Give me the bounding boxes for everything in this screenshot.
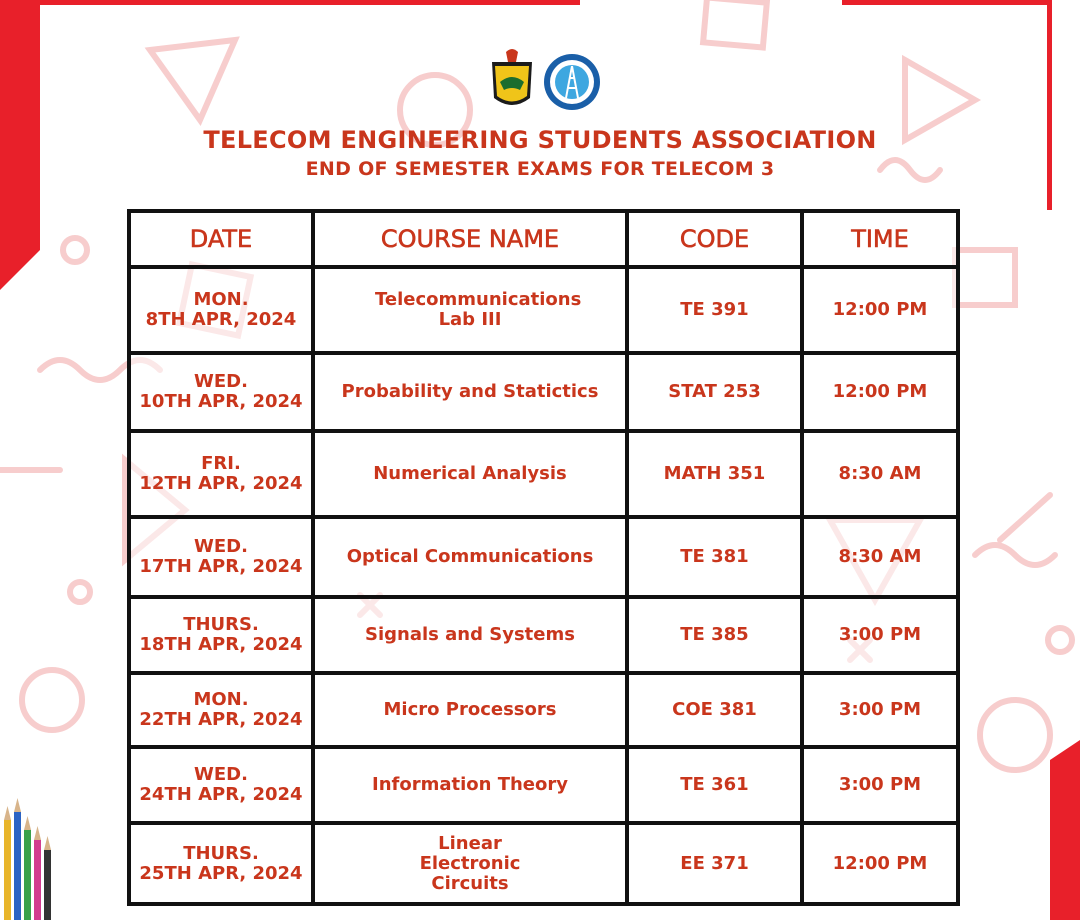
red-bar-top	[40, 0, 580, 5]
red-corner-left	[0, 0, 40, 290]
bg-line	[997, 492, 1053, 543]
date-label: 12TH APR, 2024	[139, 473, 303, 494]
course-name-cell: Optical Communications	[311, 515, 629, 599]
course-name-cell: Numerical Analysis	[311, 429, 629, 519]
red-bar-right	[1047, 0, 1052, 210]
bg-square	[699, 0, 771, 51]
time-cell: 12:00 PM	[800, 351, 960, 433]
bg-triangle	[902, 54, 982, 146]
table-header-row: DATE COURSE NAME CODE TIME	[127, 209, 960, 269]
association-logos	[492, 49, 600, 110]
association-title: TELECOM ENGINEERING STUDENTS ASSOCIATION	[203, 126, 877, 154]
code-cell: COE 381	[625, 671, 804, 749]
day-label: MON.	[193, 689, 249, 710]
date-label: 25TH APR, 2024	[139, 862, 303, 884]
course-name-cell: Linear Electronic Circuits	[311, 821, 629, 906]
bg-circle	[19, 667, 85, 733]
date-cell: FRI. 12TH APR, 2024	[127, 429, 315, 519]
bg-square	[952, 247, 1018, 308]
column-header-course-name: COURSE NAME	[311, 209, 629, 269]
day-label: MON.	[193, 289, 249, 310]
code-cell: EE 371	[625, 821, 804, 906]
time-cell: 8:30 AM	[800, 515, 960, 599]
table-row: FRI. 12TH APR, 2024 Numerical Analysis MA…	[127, 429, 960, 519]
date-cell: MON. 8TH APR, 2024	[127, 265, 315, 355]
bg-circle	[60, 235, 90, 265]
table-row: WED. 24TH APR, 2024 Information Theory TE…	[127, 745, 960, 825]
course-name-cell: Probability and Statictics	[311, 351, 629, 433]
time-cell: 3:00 PM	[800, 745, 960, 825]
course-name-cell: Information Theory	[311, 745, 629, 825]
day-label: WED.	[194, 371, 248, 392]
university-crest-logo	[492, 49, 532, 105]
day-label: THURS.	[183, 842, 259, 864]
course-name-cell: Telecommunications Lab III	[311, 265, 629, 355]
table-row: WED. 17TH APR, 2024 Optical Communication…	[127, 515, 960, 599]
table-row: WED. 10TH APR, 2024 Probability and Stati…	[127, 351, 960, 433]
table-row: THURS. 25TH APR, 2024 Linear Electronic C…	[127, 821, 960, 906]
date-cell: WED. 17TH APR, 2024	[127, 515, 315, 599]
date-label: 17TH APR, 2024	[139, 556, 303, 577]
column-header-time: TIME	[800, 209, 960, 269]
bg-circle	[977, 697, 1053, 773]
day-label: FRI.	[201, 453, 241, 474]
bg-triangle	[144, 36, 240, 127]
course-name-cell: Signals and Systems	[311, 595, 629, 675]
code-cell: STAT 253	[625, 351, 804, 433]
column-header-code: CODE	[625, 209, 804, 269]
code-cell: TE 361	[625, 745, 804, 825]
bg-circle	[1045, 625, 1075, 655]
bg-circle	[67, 579, 93, 605]
bg-squiggle	[877, 157, 943, 183]
exam-subtitle: END OF SEMESTER EXAMS FOR TELECOM 3	[305, 158, 775, 180]
table-row: MON. 8TH APR, 2024 Telecommunications Lab…	[127, 265, 960, 355]
date-cell: THURS. 25TH APR, 2024	[127, 821, 315, 906]
date-label: 22TH APR, 2024	[139, 709, 303, 730]
date-cell: MON. 22TH APR, 2024	[127, 671, 315, 749]
bg-circle	[397, 72, 473, 148]
tesa-round-logo	[544, 54, 600, 110]
date-label: 10TH APR, 2024	[139, 391, 303, 412]
code-cell: TE 391	[625, 265, 804, 355]
date-label: 18TH APR, 2024	[139, 634, 303, 655]
date-cell: WED. 24TH APR, 2024	[127, 745, 315, 825]
date-cell: THURS. 18TH APR, 2024	[127, 595, 315, 675]
day-label: WED.	[194, 764, 248, 785]
day-label: WED.	[194, 536, 248, 557]
day-label: THURS.	[183, 614, 259, 635]
pencils-illustration	[4, 798, 51, 920]
code-cell: MATH 351	[625, 429, 804, 519]
table-row: THURS. 18TH APR, 2024 Signals and Systems…	[127, 595, 960, 675]
column-header-date: DATE	[127, 209, 315, 269]
red-corner-right	[1050, 740, 1080, 920]
bg-squiggle	[972, 542, 1058, 568]
time-cell: 12:00 PM	[800, 265, 960, 355]
code-cell: TE 381	[625, 515, 804, 599]
time-cell: 3:00 PM	[800, 595, 960, 675]
red-bar-top-right	[842, 0, 1052, 5]
course-name-cell: Micro Processors	[311, 671, 629, 749]
time-cell: 8:30 AM	[800, 429, 960, 519]
exam-schedule-table: DATE COURSE NAME CODE TIME MON. 8TH APR, …	[127, 209, 960, 906]
date-label: 24TH APR, 2024	[139, 784, 303, 805]
time-cell: 3:00 PM	[800, 671, 960, 749]
date-cell: WED. 10TH APR, 2024	[127, 351, 315, 433]
code-cell: TE 385	[625, 595, 804, 675]
table-row: MON. 22TH APR, 2024 Micro Processors COE …	[127, 671, 960, 749]
date-label: 8TH APR, 2024	[145, 309, 297, 330]
time-cell: 12:00 PM	[800, 821, 960, 906]
